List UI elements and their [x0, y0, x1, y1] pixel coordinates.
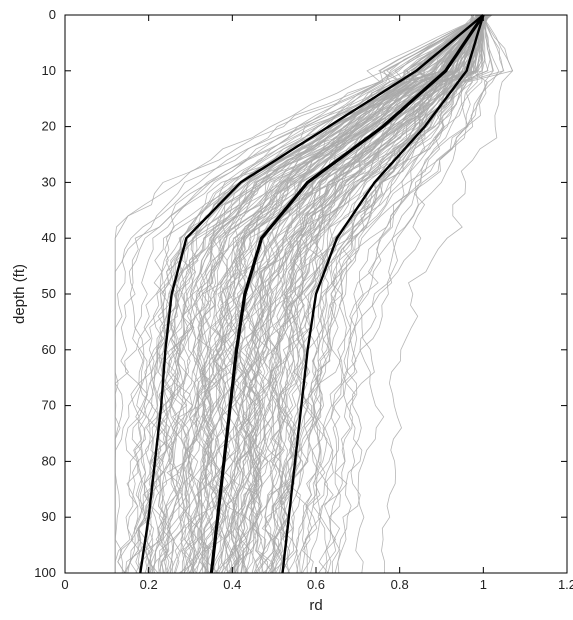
realization-line [156, 14, 492, 574]
x-tick-label: 0 [61, 577, 68, 592]
realization-line [230, 14, 484, 574]
series-lower-line [139, 14, 485, 574]
x-axis: 0 0.2 0.4 0.6 0.8 1 1.2 [61, 15, 573, 592]
y-tick-label: 40 [42, 230, 56, 245]
realization-line [257, 14, 484, 574]
realization-line [220, 14, 485, 574]
realization-line [381, 14, 514, 574]
realization-line [123, 14, 485, 574]
realization-line [240, 14, 483, 574]
realization-line [301, 14, 484, 574]
realization-line [160, 14, 486, 574]
realizations-layer [114, 14, 514, 574]
y-tick-label: 10 [42, 63, 56, 78]
realization-line [337, 14, 494, 574]
realization-line [191, 14, 481, 574]
realization-line [231, 14, 484, 574]
realization-line [255, 14, 486, 574]
x-tick-label: 1 [480, 577, 487, 592]
realization-line [119, 14, 483, 574]
realization-line [145, 14, 475, 574]
x-tick-label: 0.2 [140, 577, 158, 592]
realization-line [114, 14, 477, 573]
realization-line [355, 14, 504, 574]
realization-line [261, 14, 481, 574]
y-axis: 0 10 20 30 40 50 60 70 80 90 100 [34, 7, 567, 580]
y-tick-label: 0 [49, 7, 56, 22]
realization-line [155, 14, 490, 574]
x-axis-label: rd [309, 597, 322, 614]
realization-line [286, 14, 486, 574]
y-tick-label: 70 [42, 398, 56, 413]
realization-line [299, 14, 482, 574]
realization-line [324, 14, 486, 574]
realization-line [144, 14, 474, 574]
realization-line [155, 14, 490, 574]
realization-line [128, 14, 487, 574]
x-tick-label: 0.4 [223, 577, 241, 592]
series-upper-line [281, 14, 485, 574]
realization-line [220, 14, 489, 574]
realization-line [150, 14, 490, 574]
realization-line [318, 14, 483, 574]
realization-line [215, 14, 484, 574]
realization-line [331, 14, 488, 574]
y-tick-label: 50 [42, 286, 56, 301]
realization-line [151, 14, 485, 574]
y-tick-label: 90 [42, 509, 56, 524]
realization-line [219, 14, 484, 574]
y-tick-label: 60 [42, 342, 56, 357]
realization-line [114, 14, 483, 574]
realization-line [201, 14, 487, 574]
realization-line [191, 14, 486, 574]
realization-line [245, 14, 486, 574]
realization-line [233, 14, 480, 574]
realization-line [272, 14, 514, 574]
realization-line [125, 14, 489, 574]
realization-line [190, 14, 481, 574]
realization-line [317, 14, 500, 574]
summary-layer [139, 14, 485, 574]
realization-line [203, 14, 483, 574]
realization-line [301, 14, 485, 574]
y-axis-label: depth (ft) [11, 264, 28, 324]
realization-line [157, 14, 474, 574]
realization-line [274, 14, 490, 574]
realization-line [180, 14, 488, 574]
realization-line [181, 14, 480, 574]
series-median-line [209, 14, 485, 574]
x-tick-label: 0.6 [307, 577, 325, 592]
realization-line [213, 14, 486, 574]
y-tick-label: 30 [42, 174, 56, 189]
x-tick-label: 0.8 [391, 577, 409, 592]
realization-line [159, 14, 477, 574]
y-tick-label: 20 [42, 119, 56, 134]
y-tick-label: 80 [42, 453, 56, 468]
x-tick-label: 1.2 [558, 577, 573, 592]
realization-line [236, 14, 486, 574]
y-tick-label: 100 [34, 565, 56, 580]
realization-line [180, 14, 488, 574]
